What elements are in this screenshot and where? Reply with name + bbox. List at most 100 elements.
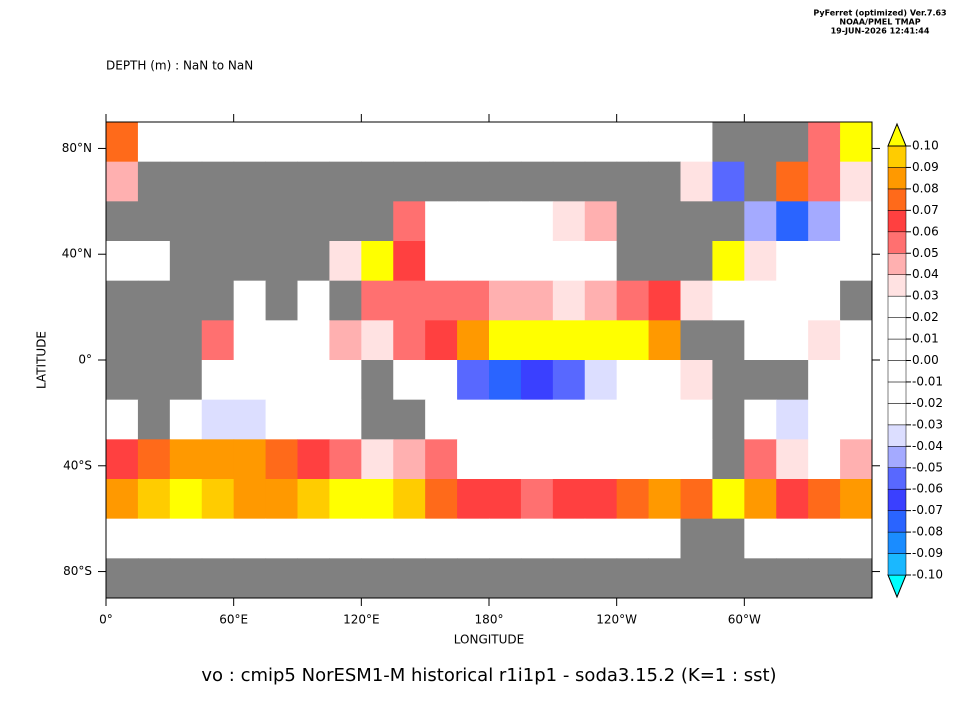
land-cell xyxy=(265,280,298,321)
field-cell xyxy=(776,479,809,520)
field-cell xyxy=(393,518,426,559)
field-cell xyxy=(137,479,171,520)
land-cell xyxy=(680,320,713,361)
colorbar-swatch xyxy=(887,274,907,297)
land-cell xyxy=(776,558,809,599)
field-cell xyxy=(361,439,394,480)
colorbar-label: 0.07 xyxy=(912,203,939,217)
field-cell xyxy=(520,241,554,282)
land-cell xyxy=(744,360,777,401)
field-cell xyxy=(520,280,554,321)
colorbar-label: 0.08 xyxy=(912,181,939,195)
y-tick-label: 0° xyxy=(78,353,92,367)
field-cell xyxy=(393,241,426,282)
field-cell xyxy=(776,241,809,282)
land-cell xyxy=(137,201,171,242)
land-cell xyxy=(233,558,267,599)
land-cell xyxy=(361,360,394,401)
colorbar-swatch xyxy=(887,188,907,211)
field-cell xyxy=(584,320,618,361)
field-cell xyxy=(552,320,586,361)
x-tick-label: 60°E xyxy=(219,613,248,627)
land-cell xyxy=(840,280,873,321)
land-cell xyxy=(106,558,139,599)
field-cell xyxy=(489,518,522,559)
field-cell xyxy=(552,201,586,242)
field-cell xyxy=(712,241,745,282)
land-cell xyxy=(361,201,394,242)
colorbar-swatch xyxy=(887,210,907,233)
field-cell xyxy=(106,518,139,559)
land-cell xyxy=(329,280,362,321)
field-cell xyxy=(457,360,490,401)
field-cell xyxy=(425,518,458,559)
land-cell xyxy=(680,241,713,282)
colorbar-swatch xyxy=(887,338,907,361)
land-cell xyxy=(648,201,681,242)
land-cell xyxy=(137,161,171,202)
y-tick-label: 40°S xyxy=(63,458,92,472)
x-tick-label: 120°E xyxy=(343,613,380,627)
land-cell xyxy=(169,161,203,202)
field-cell xyxy=(520,360,554,401)
field-cell xyxy=(329,439,362,480)
land-cell xyxy=(457,161,490,202)
colorbar-swatch xyxy=(887,317,907,340)
field-cell xyxy=(552,399,586,440)
land-cell xyxy=(329,558,362,599)
land-cell xyxy=(137,360,171,401)
field-cell xyxy=(840,320,873,361)
field-cell xyxy=(840,439,873,480)
colorbar-label: 0.00 xyxy=(912,353,939,367)
field-cell xyxy=(808,399,841,440)
colorbar-label: -0.07 xyxy=(912,503,943,517)
field-cell xyxy=(393,280,426,321)
colorbar-label: 0.06 xyxy=(912,224,939,238)
land-cell xyxy=(489,161,522,202)
colorbar-label: 0.02 xyxy=(912,310,939,324)
field-cell xyxy=(840,479,873,520)
field-cell xyxy=(201,360,235,401)
field-cell xyxy=(489,201,522,242)
field-cell xyxy=(137,439,171,480)
field-cell xyxy=(297,360,330,401)
field-cell xyxy=(361,241,394,282)
land-cell xyxy=(361,161,394,202)
land-cell xyxy=(744,558,777,599)
field-cell xyxy=(680,360,713,401)
field-cell xyxy=(425,122,458,163)
field-cell xyxy=(840,122,873,163)
land-cell xyxy=(233,201,267,242)
field-cell xyxy=(329,320,362,361)
field-cell xyxy=(520,439,554,480)
field-cell xyxy=(361,280,394,321)
field-cell xyxy=(425,360,458,401)
field-cell xyxy=(233,280,267,321)
land-cell xyxy=(393,161,426,202)
field-cell xyxy=(169,518,203,559)
colorbar-swatch xyxy=(887,231,907,254)
field-cell xyxy=(744,439,777,480)
land-cell xyxy=(680,558,713,599)
field-cell xyxy=(393,479,426,520)
field-cell xyxy=(776,399,809,440)
colorbar-label: 0.03 xyxy=(912,289,939,303)
y-axis-label: LATITUDE xyxy=(35,331,49,389)
field-cell xyxy=(616,399,650,440)
field-cell xyxy=(776,439,809,480)
field-cell xyxy=(744,201,777,242)
land-cell xyxy=(329,201,362,242)
header-line: PyFerret (optimized) Ver.7.63 xyxy=(813,9,946,18)
field-cell xyxy=(616,122,650,163)
colorbar-label: -0.06 xyxy=(912,482,943,496)
field-cell xyxy=(297,439,330,480)
land-cell xyxy=(169,360,203,401)
field-cell xyxy=(393,201,426,242)
field-cell xyxy=(106,399,139,440)
land-cell xyxy=(169,201,203,242)
field-cell xyxy=(584,241,618,282)
land-cell xyxy=(169,280,203,321)
field-cell xyxy=(361,479,394,520)
field-cell xyxy=(744,399,777,440)
